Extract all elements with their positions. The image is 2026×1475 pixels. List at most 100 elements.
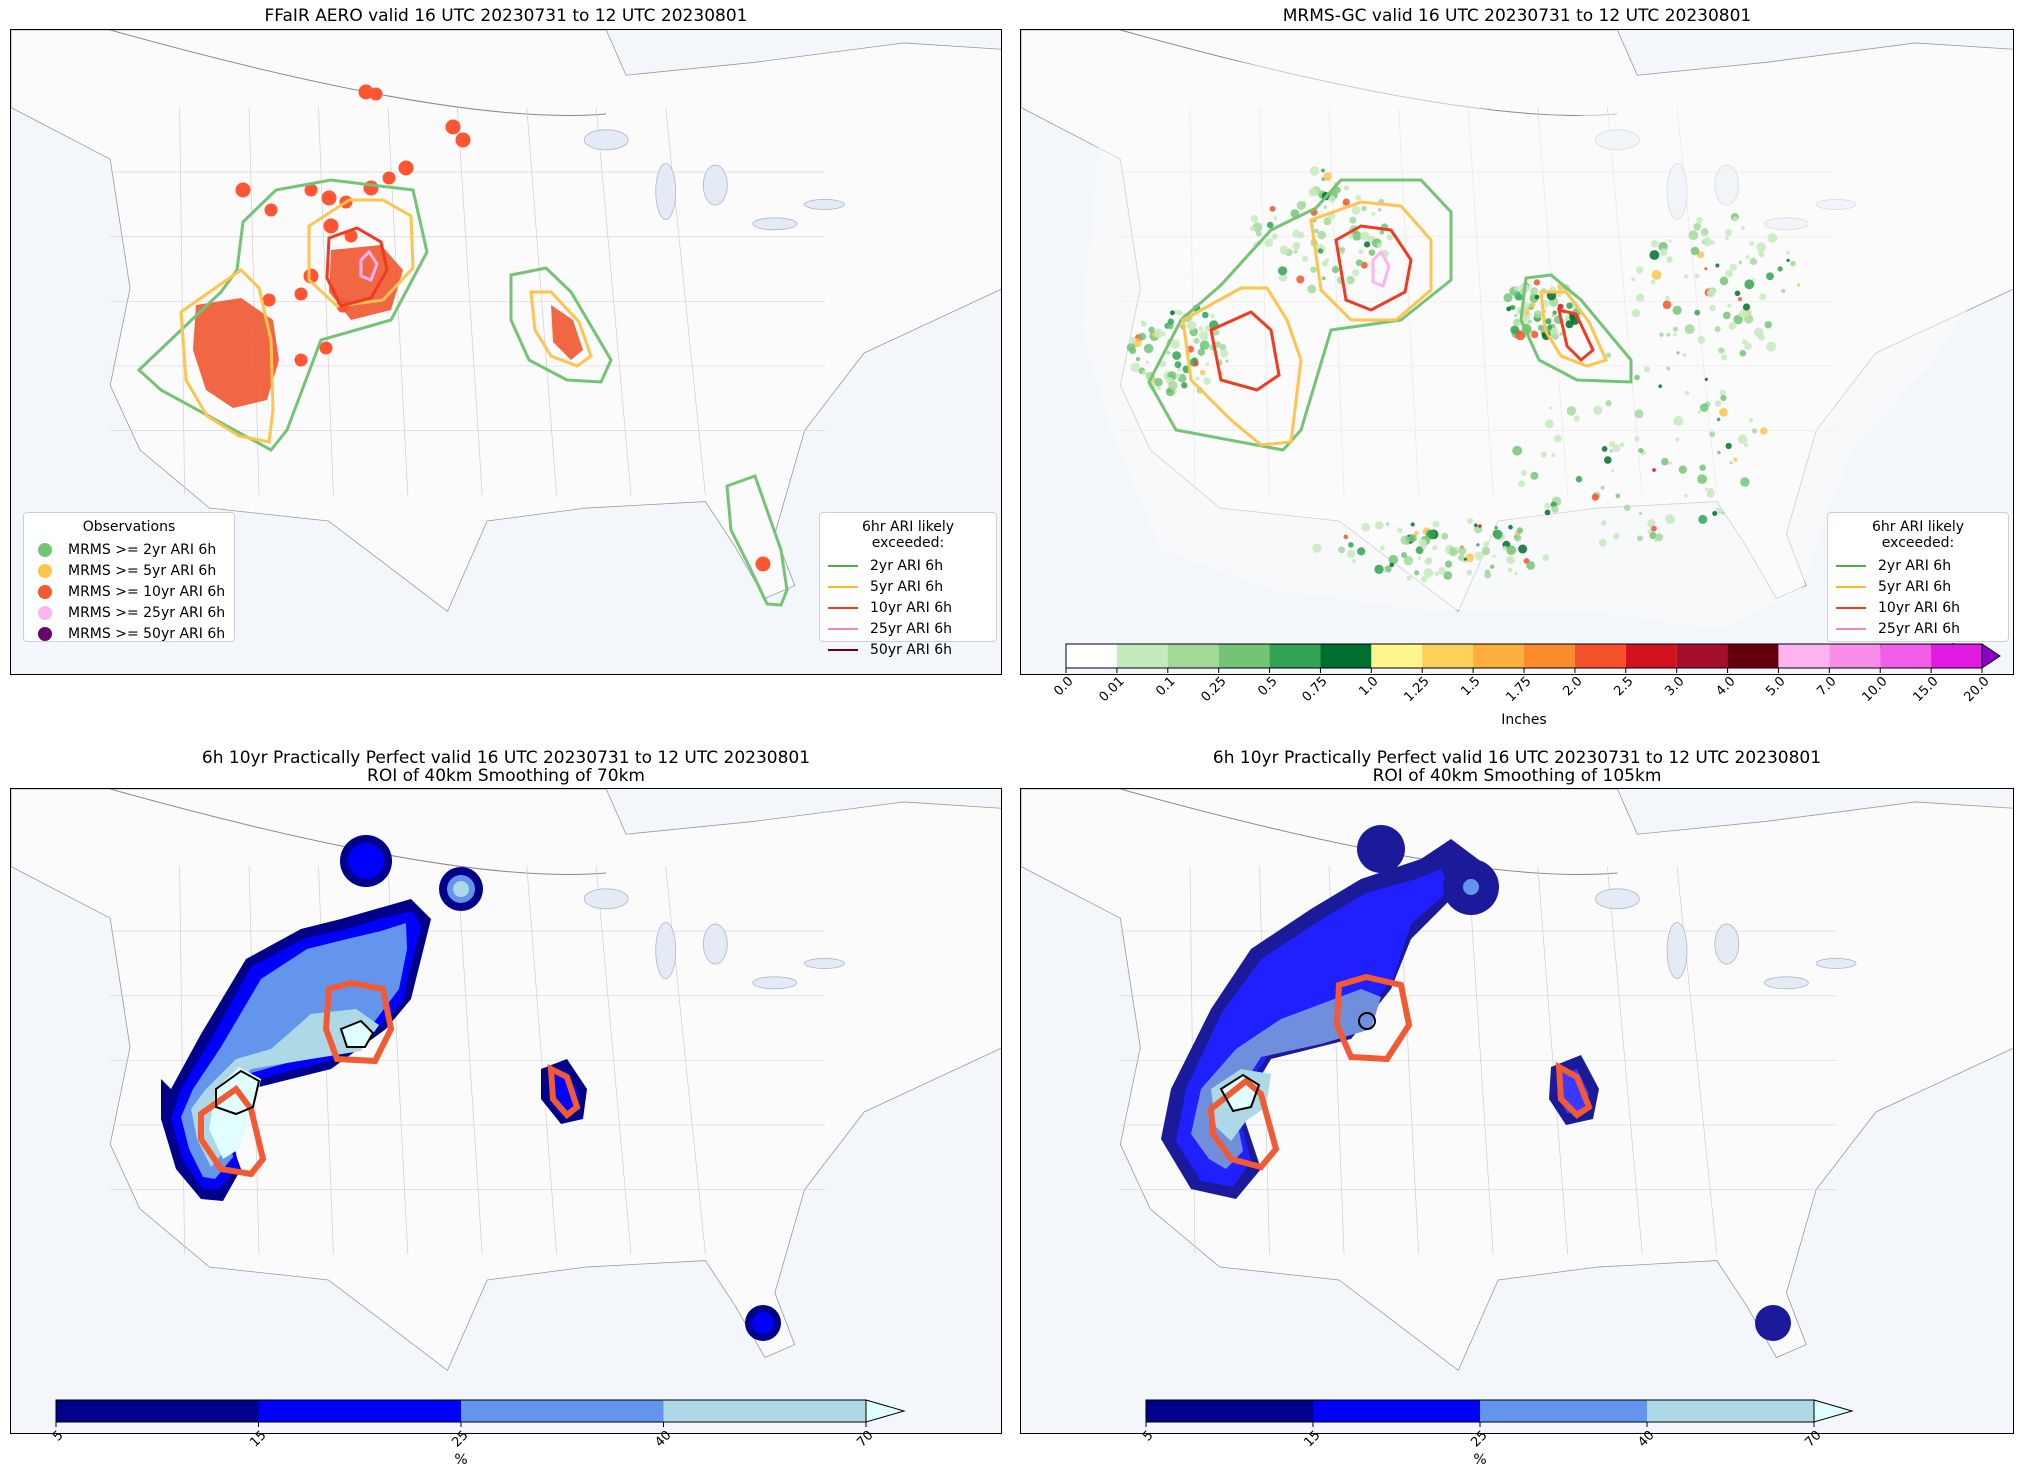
precip-cell — [1309, 166, 1320, 176]
precip-cell — [1704, 377, 1708, 381]
precip-cell — [1432, 545, 1438, 551]
precip-cell — [1756, 242, 1767, 252]
precip-cell — [1368, 249, 1376, 256]
precip-cell — [1697, 410, 1701, 414]
precip-cell — [1513, 318, 1521, 326]
precip-cell — [1414, 530, 1419, 536]
precip-cell — [1766, 341, 1776, 352]
precip-cell — [1376, 242, 1382, 248]
precip-cell — [1403, 556, 1414, 566]
great-lake — [1714, 923, 1740, 965]
panel3-title: 6h 10yr Practically Perfect valid 16 UTC… — [201, 748, 811, 768]
precip-cell — [1271, 233, 1278, 240]
precip-cell — [1662, 300, 1672, 310]
precip-cell — [1214, 341, 1221, 348]
precip-cell — [1530, 302, 1536, 308]
great-lake — [702, 164, 728, 206]
precip-cell — [1684, 493, 1688, 498]
precip-cell — [1552, 310, 1557, 315]
legend-dot-2yr — [38, 542, 52, 557]
precip-cell — [1733, 314, 1743, 325]
legend-dot-5yr — [38, 563, 52, 578]
obs-legend-row: MRMS >= 5yr ARI 6h — [32, 560, 226, 581]
precip-cell — [1652, 468, 1656, 472]
precip-cell — [1278, 273, 1287, 282]
precip-cell — [1690, 246, 1700, 256]
precip-cell — [1210, 313, 1215, 319]
precip-cell — [1212, 328, 1220, 336]
panel4-map — [1020, 788, 2014, 1434]
precip-cell — [1673, 326, 1678, 332]
colorbar-swatch — [258, 1400, 461, 1422]
precip-cell — [1709, 431, 1716, 438]
precip-cell — [1544, 502, 1551, 509]
colorbar-swatch — [1778, 644, 1830, 668]
precip-cell — [1678, 465, 1687, 474]
colorbar-swatch — [1647, 1400, 1814, 1422]
country-border — [1120, 789, 1618, 875]
precip-cell — [1523, 302, 1530, 309]
precip-cell — [1601, 446, 1608, 452]
precip-cell — [1483, 541, 1489, 547]
precip-cell — [1321, 276, 1326, 281]
precip-cell — [1732, 216, 1738, 222]
precip-cell — [1631, 277, 1636, 282]
precip-cell — [1418, 538, 1427, 548]
precip-cell — [1492, 529, 1503, 540]
precip-cell — [1636, 266, 1644, 274]
precip-cell — [1515, 330, 1526, 341]
precip-cell — [1386, 233, 1394, 241]
precip-cell — [1397, 527, 1403, 533]
precip-cell — [1161, 332, 1166, 337]
precip-cell — [1551, 453, 1556, 458]
legend-line-50yr — [828, 648, 858, 651]
precip-cell — [1613, 533, 1620, 540]
colorbar-swatch — [1931, 644, 1982, 668]
precip-cell — [1551, 327, 1559, 335]
precip-cell — [1458, 554, 1465, 562]
precip-cell — [1533, 279, 1540, 286]
precip-cell — [1129, 347, 1137, 355]
precip-cell — [1176, 367, 1182, 372]
precip-cell — [1593, 405, 1603, 415]
ari-legend-row: 25yr ARI 6h — [1836, 618, 2000, 639]
precip-cell — [1465, 553, 1474, 562]
precip-cell — [1619, 442, 1625, 448]
precip-cell — [1612, 444, 1621, 453]
panel4-basemap — [1021, 789, 2013, 1372]
precip-cell — [1688, 230, 1699, 241]
precip-cell — [1512, 445, 1523, 456]
precip-cell — [1733, 457, 1738, 462]
precip-cell — [1432, 520, 1440, 528]
ari-legend-row: 5yr ARI 6h — [1836, 576, 2000, 597]
colorbar-swatch — [1574, 644, 1626, 668]
precip-cell — [1449, 548, 1458, 557]
precip-cell — [1193, 337, 1200, 344]
precip-cell — [1729, 263, 1737, 271]
precip-cell — [1156, 386, 1161, 391]
precip-cell — [1734, 290, 1741, 297]
precip-cell — [1749, 257, 1757, 266]
precip-cell — [1130, 362, 1141, 373]
precip-cell — [1786, 250, 1790, 255]
precip-cell — [1204, 325, 1211, 332]
precip-cell — [1673, 416, 1684, 426]
precip-cell — [1727, 303, 1732, 308]
great-lake — [583, 888, 629, 910]
precip-cell — [1725, 442, 1732, 450]
legend-line-5yr — [1836, 585, 1866, 588]
precip-cell — [1672, 305, 1682, 315]
precip-cell — [1348, 233, 1354, 239]
great-lake — [752, 976, 798, 990]
precip-cell — [1484, 571, 1492, 579]
precip-cell — [1323, 172, 1332, 181]
precip-cell — [1609, 449, 1614, 453]
precip-cell — [1506, 545, 1517, 556]
precip-cell — [1544, 419, 1554, 429]
great-lake — [804, 958, 845, 969]
precip-cell — [1506, 555, 1515, 565]
precip-cell — [1252, 222, 1263, 233]
precip-cell — [1615, 493, 1621, 499]
precip-cell — [1540, 451, 1547, 458]
precip-cell — [1700, 232, 1706, 237]
